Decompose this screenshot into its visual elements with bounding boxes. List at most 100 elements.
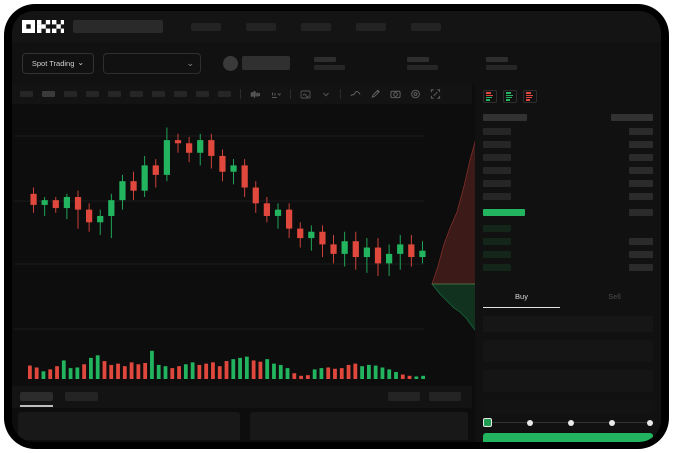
tab-buy[interactable]: Buy (475, 285, 568, 308)
volume-bar (204, 363, 209, 379)
orderbook-last-amount[interactable] (629, 209, 653, 216)
timeframe-4[interactable] (86, 91, 99, 97)
volume-bar (102, 361, 107, 379)
orderbook-ask-amount[interactable] (629, 128, 653, 135)
candle-body (108, 200, 115, 216)
orderbook-bid-amount[interactable] (629, 264, 653, 271)
timeframe-9[interactable] (196, 91, 209, 97)
candle-body (408, 244, 415, 258)
chart-tab-action-2[interactable] (429, 392, 461, 401)
orderbook-ask-row[interactable] (483, 154, 511, 161)
candle-body (363, 247, 370, 258)
orderbook-bid-amount[interactable] (629, 238, 653, 245)
volume-bar (258, 361, 263, 379)
timeframe-7[interactable] (152, 91, 165, 97)
orderbook-ask-row[interactable] (483, 167, 511, 174)
candle-body (274, 209, 282, 216)
trading-pair-select[interactable]: ⌄ (103, 52, 201, 74)
candle-body (241, 165, 248, 188)
orderbook-ask-amount[interactable] (629, 180, 653, 187)
timeframe-2[interactable] (42, 91, 55, 97)
orderbook-ask-row[interactable] (483, 193, 511, 200)
submit-buy-button[interactable] (483, 433, 653, 442)
timeframe-1[interactable] (20, 91, 33, 97)
timeframe-3[interactable] (64, 91, 77, 97)
market-type-button[interactable]: Spot Trading ⌄ (22, 52, 94, 74)
price-chart-panel[interactable] (12, 104, 486, 386)
drawing-tools-icon[interactable] (370, 89, 381, 100)
orderbook-ask-amount[interactable] (629, 167, 653, 174)
tab-sell[interactable]: Sell (568, 285, 661, 308)
snapshot-camera-icon[interactable] (390, 89, 401, 100)
candle-body (130, 181, 137, 191)
slider-handle[interactable] (483, 418, 492, 427)
orderbook-bid-amount[interactable] (629, 251, 653, 258)
line-chart-icon[interactable] (350, 89, 361, 100)
orderbook-ask-amount[interactable] (629, 193, 653, 200)
orderbook-view-modes (475, 84, 661, 103)
okx-logo-icon[interactable] (22, 20, 64, 33)
bids-only-icon[interactable] (503, 90, 517, 103)
chart-type-dropdown-icon[interactable] (270, 89, 281, 100)
order-field-1[interactable] (483, 316, 653, 332)
volume-bar (211, 362, 215, 379)
orderbook-ask-row[interactable] (483, 180, 511, 187)
order-field-3[interactable] (483, 370, 653, 392)
volume-bar (68, 368, 73, 379)
candle-body (86, 209, 93, 223)
order-field-4[interactable] (483, 400, 653, 414)
candle-body (63, 197, 70, 209)
timeframe-6[interactable] (130, 91, 143, 97)
timeframe-5[interactable] (108, 91, 121, 97)
search-input[interactable] (73, 20, 163, 33)
slider-stop-75[interactable] (609, 419, 615, 426)
nav-item-2[interactable] (246, 22, 276, 31)
orderbook-ask-row[interactable] (483, 128, 511, 135)
slider-stop-100[interactable] (647, 419, 653, 426)
chart-settings-gear-icon[interactable] (410, 89, 421, 100)
candle-body (74, 197, 82, 210)
timeframe-10[interactable] (218, 91, 231, 97)
candlestick-chart-icon[interactable] (250, 89, 261, 100)
chart-tab-2[interactable] (65, 392, 98, 401)
volume-series (28, 350, 426, 379)
nav-item-1[interactable] (191, 22, 221, 31)
chart-tab-action-1[interactable] (388, 392, 420, 401)
both-sides-icon[interactable] (483, 90, 497, 103)
candle-body (41, 200, 48, 205)
timeframe-8[interactable] (174, 91, 187, 97)
slider-stop-25[interactable] (527, 419, 533, 426)
order-field-2[interactable] (483, 340, 653, 362)
orderbook-bid-row[interactable] (483, 264, 511, 271)
candle-body (163, 140, 170, 175)
nav-item-5[interactable] (411, 22, 441, 31)
orderbook-ask-row[interactable] (483, 141, 511, 148)
candle-body (319, 231, 326, 245)
orderbook-ask-amount[interactable] (629, 154, 653, 161)
slider-stop-50[interactable] (568, 419, 574, 426)
bottom-panel-2[interactable] (250, 412, 468, 440)
nav-item-4[interactable] (356, 22, 386, 31)
asks-only-icon[interactable] (523, 90, 537, 103)
market-stat-3 (486, 56, 517, 70)
volume-bar (41, 371, 46, 379)
orderbook-ask-amount[interactable] (629, 141, 653, 148)
orderbook-bid-row[interactable] (483, 251, 511, 258)
chart-tab-1[interactable] (20, 392, 53, 401)
orderbook-ask-amount[interactable] (611, 114, 653, 121)
indicator-dropdown-icon[interactable] (320, 89, 331, 100)
orderbook-bid-row[interactable] (483, 225, 511, 232)
fullscreen-icon[interactable] (430, 89, 441, 100)
order-amount-slider[interactable] (483, 418, 653, 427)
orderbook-bid-row[interactable] (483, 238, 511, 245)
indicators-icon[interactable] (300, 89, 311, 100)
volume-bar (373, 365, 378, 379)
volume-bar (400, 374, 405, 379)
volume-bar (89, 357, 93, 379)
bottom-panel-1[interactable] (18, 412, 240, 440)
orderbook-ask-row[interactable] (483, 114, 527, 121)
orderbook-last-price[interactable] (483, 209, 525, 216)
toolbar-divider-3 (340, 89, 341, 99)
nav-item-3[interactable] (301, 22, 331, 31)
volume-bar (387, 369, 392, 379)
